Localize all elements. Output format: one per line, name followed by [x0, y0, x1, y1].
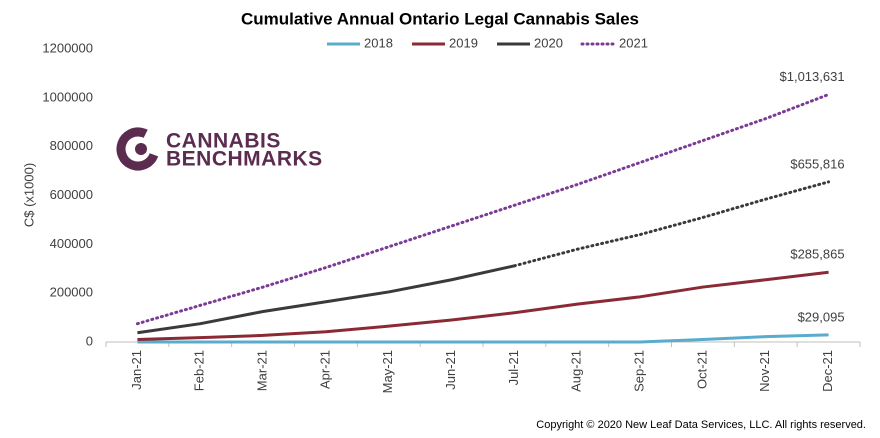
chart-title: Cumulative Annual Ontario Legal Cannabis… [241, 9, 639, 28]
x-tick-label: Feb-21 [192, 350, 207, 391]
legend-label: 2021 [619, 35, 648, 50]
x-tick-label: Jan-21 [129, 350, 144, 390]
line-series [137, 333, 829, 344]
x-tick-label: Sep-21 [632, 350, 647, 392]
x-tick-label: Apr-21 [317, 350, 332, 389]
data-label: $1,013,631 [780, 69, 845, 84]
line-series [137, 264, 515, 335]
copyright: Copyright © 2020 New Leaf Data Services,… [536, 419, 866, 431]
data-label: $285,865 [790, 247, 844, 262]
x-tick-label: Jun-21 [443, 350, 458, 390]
y-tick-label: 200000 [50, 285, 93, 300]
y-tick-label: 600000 [50, 187, 93, 202]
y-tick-label: 400000 [50, 236, 93, 251]
x-tick-label: May-21 [380, 350, 395, 393]
data-label: $655,816 [790, 156, 844, 171]
logo-text: BENCHMARKS [166, 148, 323, 171]
y-tick-label: 800000 [50, 138, 93, 153]
y-tick-label: 1200000 [42, 40, 93, 55]
line-series [135, 93, 831, 326]
x-tick-label: Aug-21 [569, 350, 584, 392]
x-tick-label: Mar-21 [255, 350, 270, 391]
logo-dot [135, 143, 147, 155]
x-tick-label: Jul-21 [506, 350, 521, 385]
x-tick-label: Dec-21 [820, 350, 835, 392]
y-axis-label: C$ (x1000) [21, 163, 36, 227]
legend-label: 2019 [449, 35, 478, 50]
logo-text: CANNABIS [166, 130, 281, 153]
logo-icon [116, 127, 160, 171]
legend-label: 2018 [364, 35, 393, 50]
logo: CANNABIS BENCHMARKS [116, 127, 322, 171]
legend-label: 2020 [534, 35, 563, 50]
y-tick-label: 0 [86, 333, 93, 348]
y-tick-label: 1000000 [42, 89, 93, 104]
x-tick-label: Oct-21 [694, 350, 709, 389]
x-tick-label: Nov-21 [757, 350, 772, 392]
data-label: $29,095 [798, 309, 845, 324]
line-series [512, 180, 831, 268]
line-series [137, 270, 829, 342]
